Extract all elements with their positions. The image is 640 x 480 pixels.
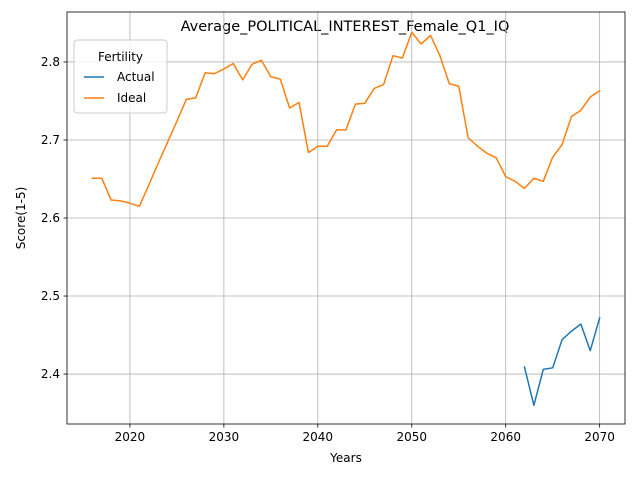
series-lines xyxy=(91,31,601,407)
chart-title: Average_POLITICAL_INTEREST_Female_Q1_IQ xyxy=(181,19,510,35)
y-tick-label: 2.8 xyxy=(41,55,60,69)
legend-label-ideal: Ideal xyxy=(117,91,146,105)
series-line-actual xyxy=(523,316,601,407)
y-tick-label: 2.7 xyxy=(41,133,60,147)
y-tick-label: 2.4 xyxy=(41,367,60,381)
legend-box xyxy=(73,39,168,114)
legend-title: Fertility xyxy=(98,50,143,64)
x-tick-label: 2070 xyxy=(584,430,615,444)
axis-ticks: 2020 2030 2040 2050 2060 2070 2.4 2.5 2.6 2.7 2.8 xyxy=(41,55,615,444)
y-axis-label: Score(1-5) xyxy=(14,187,28,250)
x-tick-label: 2060 xyxy=(490,430,521,444)
x-axis-label: Years xyxy=(329,451,362,465)
legend: Fertility Actual Ideal xyxy=(73,39,168,114)
x-tick-label: 2040 xyxy=(303,430,334,444)
y-tick-label: 2.5 xyxy=(41,289,60,303)
x-tick-label: 2050 xyxy=(396,430,427,444)
series-line-ideal xyxy=(91,31,601,208)
x-tick-label: 2030 xyxy=(209,430,240,444)
y-tick-label: 2.6 xyxy=(41,211,60,225)
x-tick-label: 2020 xyxy=(115,430,146,444)
legend-label-actual: Actual xyxy=(117,70,155,84)
